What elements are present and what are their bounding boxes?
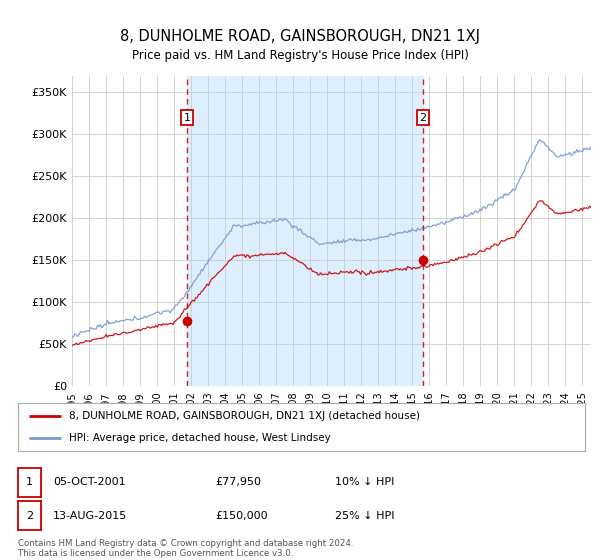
- Text: £77,950: £77,950: [215, 477, 261, 487]
- Text: Contains HM Land Registry data © Crown copyright and database right 2024.
This d: Contains HM Land Registry data © Crown c…: [18, 539, 353, 558]
- Text: 2: 2: [419, 113, 427, 123]
- Text: 10% ↓ HPI: 10% ↓ HPI: [335, 477, 394, 487]
- Text: Price paid vs. HM Land Registry's House Price Index (HPI): Price paid vs. HM Land Registry's House …: [131, 49, 469, 63]
- Text: 8, DUNHOLME ROAD, GAINSBOROUGH, DN21 1XJ: 8, DUNHOLME ROAD, GAINSBOROUGH, DN21 1XJ: [120, 29, 480, 44]
- Text: 1: 1: [26, 477, 33, 487]
- Text: HPI: Average price, detached house, West Lindsey: HPI: Average price, detached house, West…: [69, 433, 331, 443]
- Text: 2: 2: [26, 511, 33, 521]
- Text: 13-AUG-2015: 13-AUG-2015: [53, 511, 127, 521]
- Text: £150,000: £150,000: [215, 511, 268, 521]
- Text: 05-OCT-2001: 05-OCT-2001: [53, 477, 125, 487]
- Bar: [187, 76, 423, 386]
- Text: 1: 1: [184, 113, 190, 123]
- Text: 25% ↓ HPI: 25% ↓ HPI: [335, 511, 394, 521]
- Text: 8, DUNHOLME ROAD, GAINSBOROUGH, DN21 1XJ (detached house): 8, DUNHOLME ROAD, GAINSBOROUGH, DN21 1XJ…: [69, 411, 420, 421]
